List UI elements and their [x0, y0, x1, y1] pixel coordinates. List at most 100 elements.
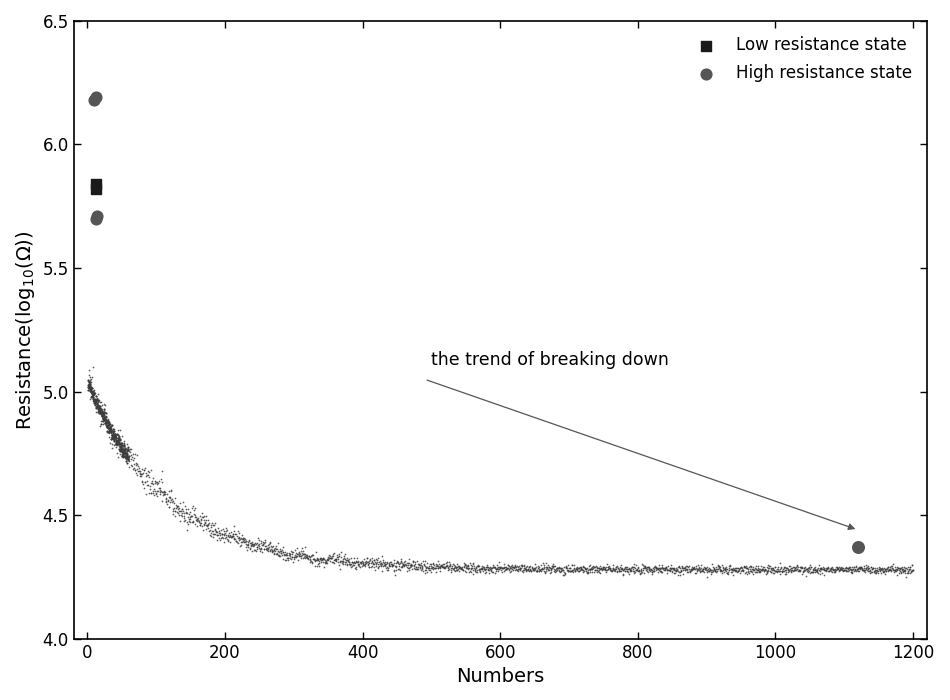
Point: [465, 559, 480, 570]
Point: [370, 552, 385, 564]
Point: [692, 563, 707, 574]
Point: [235, 533, 250, 545]
Point: [118, 451, 133, 462]
Point: [267, 543, 282, 554]
Point: [784, 563, 799, 574]
Point: [544, 561, 560, 572]
Point: [580, 567, 596, 578]
Point: [762, 561, 777, 572]
Point: [536, 563, 551, 574]
Point: [563, 566, 579, 577]
Point: [727, 564, 742, 575]
Point: [542, 561, 557, 573]
Point: [496, 566, 511, 577]
Point: [102, 422, 117, 433]
Point: [115, 450, 130, 461]
Point: [327, 548, 342, 559]
Point: [97, 407, 112, 418]
Point: [111, 432, 126, 443]
Point: [85, 388, 100, 399]
Point: [742, 561, 757, 572]
Point: [603, 563, 618, 574]
Point: [108, 441, 124, 452]
Point: [121, 441, 136, 452]
Point: [135, 475, 150, 486]
Point: [677, 561, 693, 573]
Point: [462, 563, 477, 574]
Point: [100, 420, 115, 431]
Point: [898, 563, 913, 574]
Point: [528, 561, 543, 573]
Point: [558, 561, 573, 572]
Point: [446, 563, 462, 574]
Point: [669, 566, 684, 577]
Point: [408, 561, 424, 572]
Point: [652, 564, 667, 575]
Point: [103, 426, 118, 437]
Point: [688, 564, 703, 575]
Point: [96, 416, 111, 427]
Point: [475, 564, 490, 575]
Point: [752, 564, 768, 575]
Point: [223, 532, 238, 543]
Point: [125, 449, 141, 460]
Point: [507, 561, 522, 573]
Point: [751, 564, 767, 575]
Point: [860, 561, 875, 573]
Point: [822, 565, 837, 576]
Point: [696, 567, 712, 578]
Point: [597, 561, 612, 573]
Point: [95, 410, 110, 421]
Point: [748, 564, 763, 575]
Point: [193, 518, 208, 529]
Point: [490, 566, 505, 577]
Point: [773, 561, 788, 573]
Point: [89, 211, 104, 222]
Point: [896, 566, 911, 578]
Point: [136, 468, 151, 479]
Point: [547, 564, 562, 575]
Point: [735, 565, 751, 576]
Point: [557, 561, 572, 573]
Point: [668, 562, 683, 573]
Point: [117, 435, 132, 447]
Point: [389, 557, 404, 568]
Point: [522, 564, 538, 575]
Point: [190, 514, 205, 525]
Point: [144, 477, 160, 489]
Point: [109, 435, 124, 447]
Point: [843, 561, 858, 573]
Point: [224, 531, 239, 542]
Point: [262, 544, 277, 555]
Point: [720, 564, 735, 575]
Point: [855, 565, 870, 576]
Point: [232, 528, 247, 539]
Point: [842, 561, 857, 573]
Point: [88, 390, 104, 401]
Point: [282, 548, 297, 559]
Point: [504, 563, 519, 574]
Point: [575, 565, 590, 576]
Point: [307, 554, 322, 565]
Point: [95, 409, 110, 420]
Point: [447, 565, 463, 576]
Point: [487, 562, 503, 573]
Point: [355, 557, 370, 568]
Point: [745, 564, 760, 575]
Point: [426, 559, 441, 570]
Point: [106, 439, 122, 450]
Point: [838, 562, 853, 573]
Point: [180, 512, 196, 523]
Point: [356, 556, 371, 568]
Point: [870, 566, 885, 577]
Point: [497, 559, 512, 570]
Point: [884, 564, 899, 575]
Point: [854, 564, 869, 575]
Point: [635, 559, 650, 570]
Point: [314, 554, 329, 566]
Point: [534, 560, 549, 571]
Point: [535, 563, 550, 574]
Point: [111, 436, 126, 447]
Point: [662, 565, 677, 576]
Point: [86, 396, 102, 407]
